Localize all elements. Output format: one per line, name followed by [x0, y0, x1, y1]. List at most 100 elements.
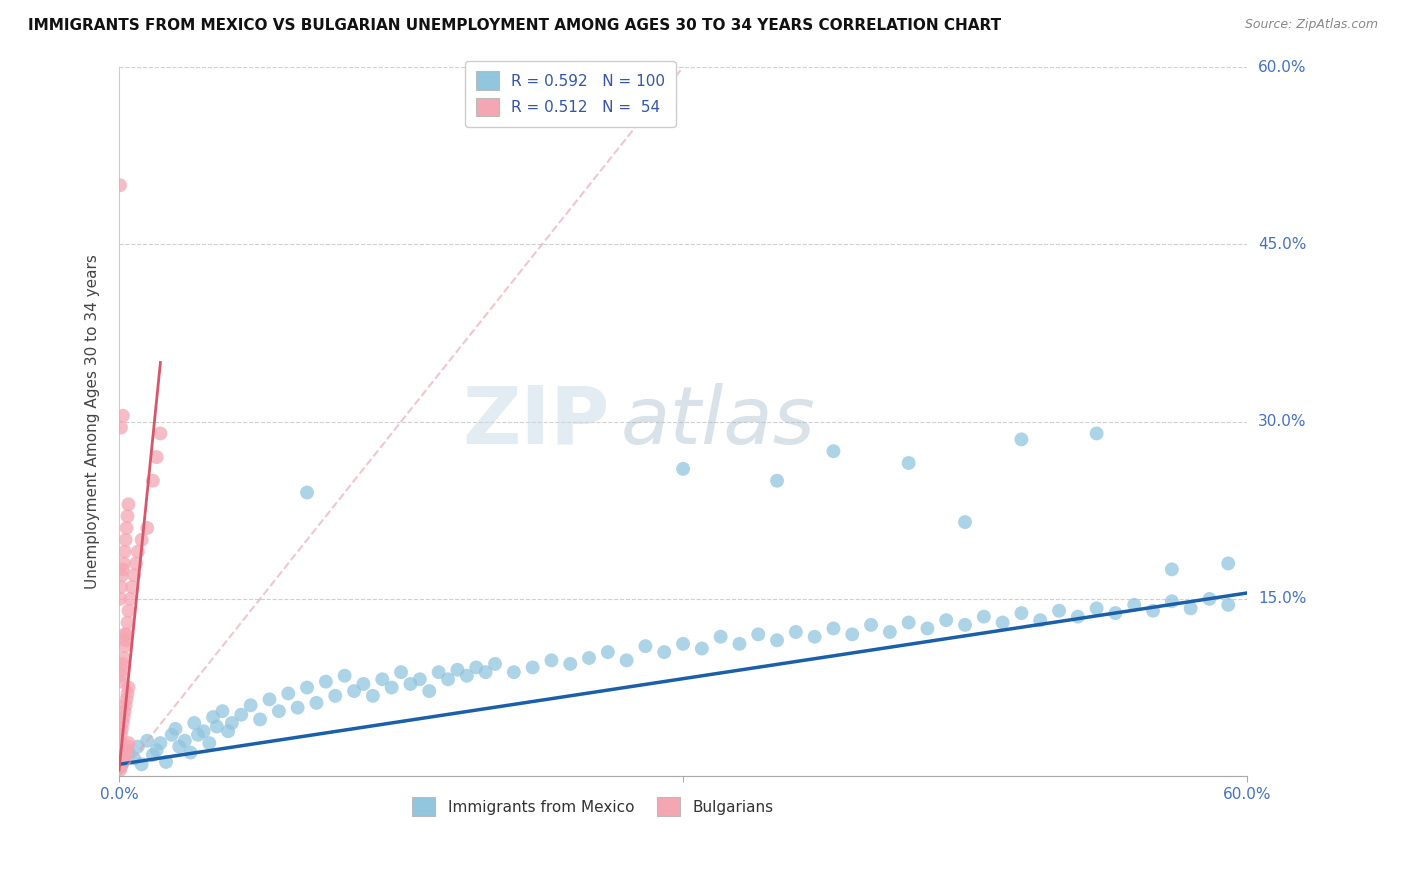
Point — [131, 757, 153, 772]
Point — [193, 724, 215, 739]
Point — [502, 665, 524, 680]
Point — [1123, 598, 1146, 612]
Point — [127, 739, 149, 754]
Point — [897, 615, 920, 630]
Point — [474, 665, 496, 680]
Point — [1104, 606, 1126, 620]
Point — [205, 720, 228, 734]
Point — [973, 609, 995, 624]
Point — [484, 657, 506, 671]
Point — [315, 674, 337, 689]
Point — [267, 704, 290, 718]
Point — [111, 716, 134, 731]
Point — [231, 707, 253, 722]
Point — [766, 633, 789, 648]
Point — [110, 580, 132, 594]
Point — [418, 684, 440, 698]
Point — [155, 755, 177, 769]
Point — [165, 722, 187, 736]
Point — [456, 669, 478, 683]
Point — [803, 630, 825, 644]
Point — [149, 736, 172, 750]
Point — [879, 625, 901, 640]
Point — [1198, 591, 1220, 606]
Point — [115, 627, 138, 641]
Point — [991, 615, 1014, 630]
Point — [122, 751, 145, 765]
Point — [111, 409, 134, 423]
Point — [616, 653, 638, 667]
Point — [114, 533, 136, 547]
Point — [1067, 609, 1090, 624]
Point — [953, 618, 976, 632]
Point — [305, 696, 328, 710]
Point — [198, 736, 221, 750]
Point — [917, 622, 939, 636]
Point — [381, 681, 404, 695]
Point — [145, 743, 167, 757]
Point — [465, 660, 488, 674]
Point — [127, 544, 149, 558]
Point — [112, 651, 135, 665]
Point — [110, 728, 132, 742]
Point — [953, 515, 976, 529]
Point — [860, 618, 883, 632]
Point — [114, 633, 136, 648]
Point — [136, 521, 159, 535]
Point — [343, 684, 366, 698]
Point — [437, 673, 460, 687]
Point — [1160, 594, 1182, 608]
Point — [108, 591, 131, 606]
Point — [117, 615, 139, 630]
Point — [1180, 601, 1202, 615]
Point — [897, 456, 920, 470]
Point — [361, 689, 384, 703]
Text: ZIP: ZIP — [463, 383, 610, 460]
Point — [540, 653, 562, 667]
Point — [117, 604, 139, 618]
Point — [522, 660, 544, 674]
Y-axis label: Unemployment Among Ages 30 to 34 years: Unemployment Among Ages 30 to 34 years — [86, 254, 100, 589]
Point — [122, 568, 145, 582]
Text: 60.0%: 60.0% — [1258, 60, 1306, 75]
Point — [115, 743, 138, 757]
Point — [371, 673, 394, 687]
Point — [108, 674, 131, 689]
Point — [115, 521, 138, 535]
Point — [112, 751, 135, 765]
Point — [427, 665, 450, 680]
Point — [747, 627, 769, 641]
Point — [111, 755, 134, 769]
Point — [652, 645, 675, 659]
Point — [221, 716, 243, 731]
Text: 15.0%: 15.0% — [1258, 591, 1306, 607]
Point — [117, 739, 139, 754]
Point — [728, 637, 751, 651]
Point — [111, 568, 134, 582]
Point — [112, 710, 135, 724]
Point — [114, 704, 136, 718]
Legend: Immigrants from Mexico, Bulgarians: Immigrants from Mexico, Bulgarians — [404, 789, 782, 825]
Point — [295, 485, 318, 500]
Point — [259, 692, 281, 706]
Text: 45.0%: 45.0% — [1258, 237, 1306, 252]
Point — [114, 544, 136, 558]
Point — [179, 746, 201, 760]
Point — [114, 627, 136, 641]
Point — [1085, 426, 1108, 441]
Point — [1029, 613, 1052, 627]
Point — [690, 641, 713, 656]
Point — [108, 764, 131, 778]
Point — [710, 630, 733, 644]
Point — [136, 733, 159, 747]
Point — [110, 760, 132, 774]
Point — [841, 627, 863, 641]
Point — [114, 639, 136, 653]
Point — [114, 698, 136, 713]
Point — [112, 557, 135, 571]
Point — [160, 728, 183, 742]
Text: IMMIGRANTS FROM MEXICO VS BULGARIAN UNEMPLOYMENT AMONG AGES 30 TO 34 YEARS CORRE: IMMIGRANTS FROM MEXICO VS BULGARIAN UNEM… — [28, 18, 1001, 33]
Point — [110, 420, 132, 434]
Point — [333, 669, 356, 683]
Point — [117, 736, 139, 750]
